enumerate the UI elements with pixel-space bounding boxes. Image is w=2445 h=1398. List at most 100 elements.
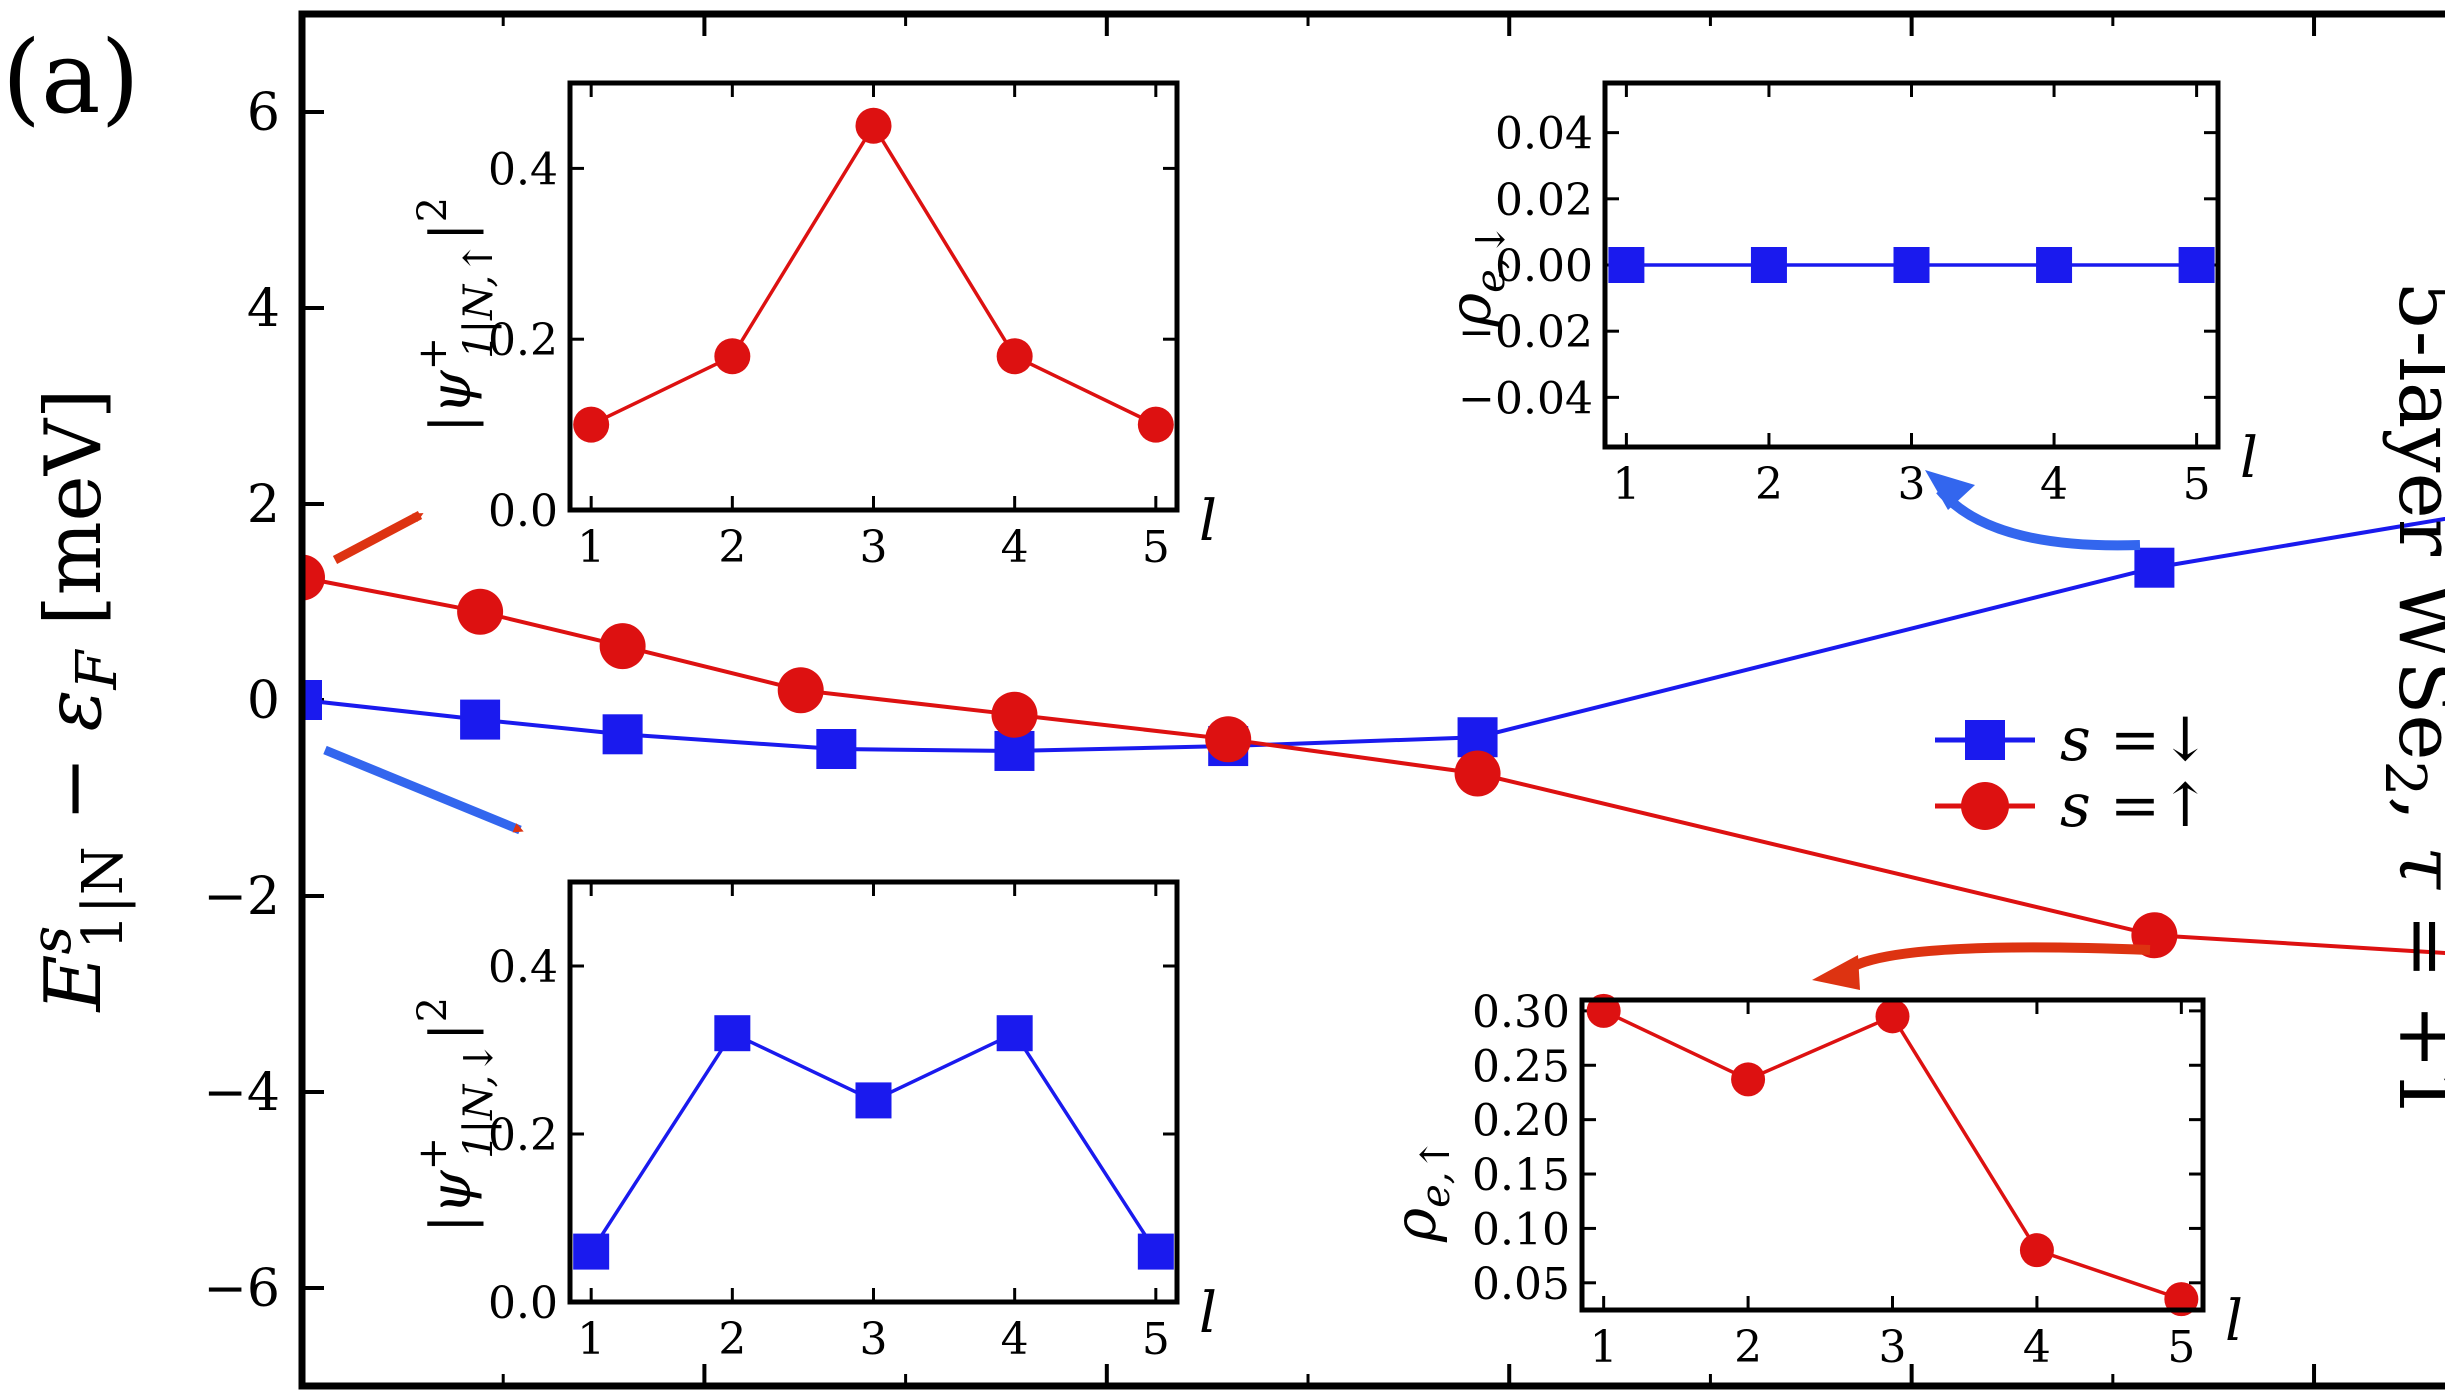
main-ytick-label: −2 (203, 867, 280, 927)
arrow-head-upper-right (1925, 470, 1975, 510)
inset-xtick-label: 3 (860, 1314, 888, 1365)
main-ytick-label: −4 (203, 1063, 280, 1123)
legend-label-up: s =↑ (2060, 771, 2210, 841)
inset-point (855, 107, 892, 144)
main-ytick-label: 0 (247, 671, 280, 731)
main-point-down (460, 699, 501, 740)
inset-xtick-label: 1 (1612, 459, 1640, 510)
inset-xtick-label: 5 (2167, 1322, 2195, 1373)
inset-point (2178, 247, 2215, 283)
inset-psi-down-ylabel: |ψ+1|N,↓|2 (410, 997, 502, 1233)
main-point-up (1454, 750, 1501, 797)
inset-ytick-label: 0.25 (1472, 1041, 1570, 1092)
main-point-up (1205, 716, 1252, 763)
arrow-to-lower-left-inset (323, 745, 524, 835)
inset-ytick-label: 0.4 (488, 144, 558, 195)
main-ytick-label: 2 (247, 475, 280, 535)
inset-xtick-label: 2 (718, 522, 746, 573)
inset-xtick-label: 5 (2183, 459, 2211, 510)
inset-xtick-label: 4 (2040, 459, 2068, 510)
inset-rho-down: 1 2 3 4 5 −0.04 −0.02 0.00 0.02 0.04 l (1458, 80, 2258, 510)
inset-ytick-label: 0.30 (1472, 987, 1570, 1038)
inset-point (1875, 999, 1910, 1034)
inset-xtick-label: 2 (1734, 1322, 1762, 1373)
inset-point (1731, 1062, 1766, 1097)
inset-xtick-label: 2 (1755, 459, 1783, 510)
main-plot: −6 −4 −2 0 2 4 6 (203, 10, 2445, 1390)
legend-marker-circle (1961, 782, 2009, 830)
legend-label-down: s =↓ (2060, 705, 2210, 775)
inset-xlabel: l (2240, 426, 2258, 491)
inset-frame (1579, 997, 2206, 1313)
inset-rho-up: 1 2 3 4 5 0.050.100.150.200.250.30 l (1472, 987, 2243, 1373)
inset-ytick-label: −0.02 (1458, 307, 1593, 358)
inset-point (573, 1233, 610, 1270)
inset-ytick-label: 0.04 (1495, 109, 1593, 160)
main-point-down (602, 714, 643, 755)
main-edge-points (302, 554, 325, 720)
inset-xtick-label: 2 (718, 1314, 746, 1365)
inset-point (2019, 1233, 2054, 1268)
main-point-edge-down (302, 680, 322, 720)
pointer-arrows (323, 470, 2151, 990)
main-point-down (2134, 547, 2175, 588)
inset-xtick-label: 4 (2023, 1322, 2051, 1373)
inset-xtick-label: 1 (577, 1314, 605, 1365)
inset-ytick-label: 0.2 (488, 315, 558, 366)
inset-xlabel: l (1199, 489, 1217, 554)
main-point-edge-up (302, 554, 325, 601)
inset-point (1608, 247, 1645, 283)
inset-background (570, 83, 1177, 510)
inset-ylabels: |ψ+1|N,↑|2 |ψ+1|N,↓|2 ρe,↓ ρe,↑ (410, 197, 1514, 1243)
inset-ytick-label: 0.05 (1472, 1259, 1570, 1310)
inset-ytick-label: 0.10 (1472, 1204, 1570, 1255)
main-point-up (777, 667, 824, 714)
main-ytick-label: 4 (247, 279, 280, 339)
inset-frame (567, 879, 1180, 1305)
arrow-to-upper-left-inset (332, 511, 424, 564)
inset-xtick-label: 5 (1142, 522, 1170, 573)
inset-xtick-label: 1 (577, 522, 605, 573)
inset-point (714, 338, 751, 375)
inset-xtick-label: 3 (1879, 1322, 1907, 1373)
inset-xtick-label: 3 (860, 522, 888, 573)
main-frame (298, 10, 2445, 1390)
inset-xtick-label: 4 (1001, 522, 1029, 573)
inset-xtick-label: 1 (1590, 1322, 1618, 1373)
inset-psi-up-ylabel: |ψ+1|N,↑|2 (410, 197, 502, 433)
arrow-head-lower-right (1812, 955, 1860, 990)
inset-point (573, 406, 610, 443)
main-ytick-label: 6 (247, 83, 280, 143)
inset-ytick-label: 0.00 (1495, 241, 1593, 292)
inset-point (1750, 247, 1787, 283)
inset-point (1893, 247, 1930, 283)
arrow-to-lower-right-inset (1847, 942, 2151, 973)
inset-ytick-label: 0.2 (488, 1110, 558, 1161)
inset-rho-up-ylabel: ρe,↑ (1381, 1138, 1459, 1243)
inset-xlabel: l (2225, 1289, 2243, 1354)
inset-xtick-label: 5 (1142, 1314, 1170, 1365)
main-ytick-label: −6 (203, 1259, 280, 1319)
inset-ytick-label: 0.4 (488, 942, 558, 993)
main-point-down (816, 729, 857, 769)
inset-point (996, 1015, 1033, 1052)
inset-frame (567, 80, 1180, 513)
inset-point (2036, 247, 2073, 283)
right-side-label: 5-layer WSe2, τ = +1 (2372, 281, 2445, 1119)
inset-ytick-label: 0.15 (1472, 1150, 1570, 1201)
inset-point (996, 338, 1033, 375)
inset-ytick-label: 0.20 (1472, 1096, 1570, 1147)
panel-label: (a) (2, 19, 140, 136)
main-point-up (457, 588, 504, 635)
inset-ytick-label: −0.04 (1458, 373, 1593, 424)
inset-background (1582, 1000, 2203, 1310)
inset-point (714, 1015, 751, 1052)
inset-xlabel: l (1199, 1281, 1217, 1346)
legend-marker-square (1965, 720, 2005, 760)
inset-ytick-label: 0.02 (1495, 175, 1593, 226)
inset-point (855, 1082, 892, 1119)
inset-psi-down: 1 2 3 4 5 0.0 0.2 0.4 l (488, 879, 1217, 1365)
main-series (301, 516, 2445, 959)
inset-xtick-label: 3 (1898, 459, 1926, 510)
